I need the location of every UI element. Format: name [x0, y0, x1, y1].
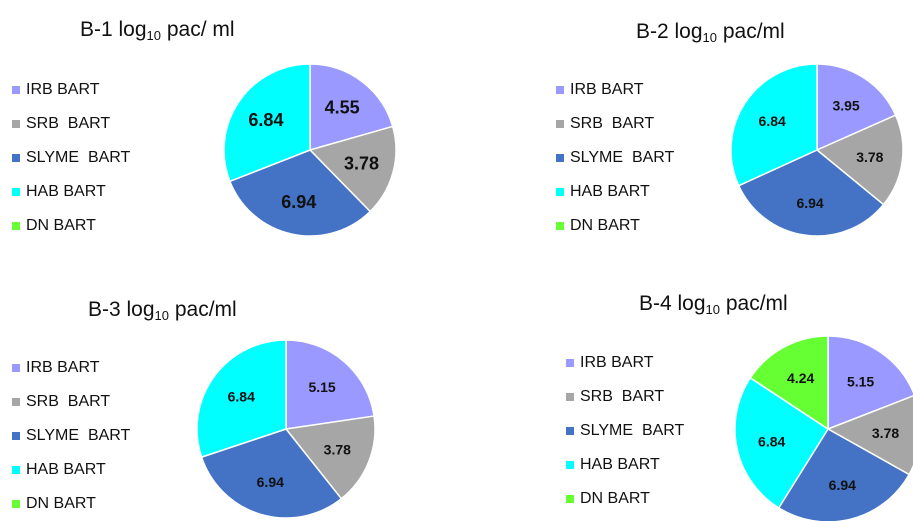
pie-slice-slyme: [737, 149, 885, 237]
legend-swatch-slyme: [566, 427, 574, 435]
legend-swatch-slyme: [12, 154, 20, 162]
legend-swatch-srb: [556, 120, 564, 128]
data-label-srb: 3.78: [344, 154, 379, 174]
pie-slice-srb: [815, 114, 904, 206]
chart-2-title: B-2 log10 pac/ml: [636, 20, 785, 45]
legend-item-slyme: SLYME BART: [556, 141, 674, 175]
legend-swatch-srb: [566, 393, 574, 401]
pie-slice-slyme: [200, 428, 343, 519]
data-label-hab: 6.84: [248, 110, 283, 130]
legend-swatch-irb: [566, 359, 574, 367]
legend-item-srb: SRB BART: [566, 380, 684, 414]
legend-swatch-hab: [566, 461, 574, 469]
legend-swatch-dn: [12, 222, 20, 230]
legend-item-dn: DN BART: [12, 209, 130, 243]
pie-slice-irb: [285, 339, 375, 430]
legend-item-dn: DN BART: [566, 482, 684, 516]
pie-slice-slyme: [228, 149, 372, 237]
pie-slice-hab: [223, 63, 311, 183]
pie-slice-hab: [734, 376, 830, 509]
legend-swatch-srb: [12, 120, 20, 128]
legend-swatch-dn: [566, 495, 574, 503]
data-label-slyme: 6.94: [796, 195, 823, 211]
chart-3-legend: IRB BART SRB BART SLYME BART HAB BART DN…: [12, 351, 130, 521]
legend-item-srb: SRB BART: [556, 107, 674, 141]
pie-slice-srb: [826, 395, 913, 476]
data-label-hab: 6.84: [228, 389, 255, 405]
data-label-srb: 3.78: [856, 149, 883, 165]
pie-slice-irb: [309, 63, 394, 151]
pie-slice-srb: [308, 125, 397, 213]
chart-4-title: B-4 log10 pac/ml: [639, 292, 788, 317]
data-label-dn: 4.24: [787, 370, 814, 386]
chart-2-legend: IRB BART SRB BART SLYME BART HAB BART DN…: [556, 73, 674, 243]
legend-swatch-irb: [12, 364, 20, 372]
data-label-srb: 3.78: [324, 441, 351, 457]
data-label-srb: 3.78: [872, 425, 899, 441]
chart-3-title: B-3 log10 pac/ml: [88, 298, 237, 323]
legend-swatch-srb: [12, 398, 20, 406]
pie-slice-dn: [749, 335, 829, 431]
legend-item-slyme: SLYME BART: [12, 141, 130, 175]
legend-swatch-dn: [556, 222, 564, 230]
data-label-irb: 4.55: [325, 97, 360, 117]
legend-swatch-slyme: [12, 432, 20, 440]
data-label-slyme: 6.94: [829, 477, 856, 493]
legend-swatch-slyme: [556, 154, 564, 162]
legend-item-irb: IRB BART: [566, 346, 684, 380]
legend-item-hab: HAB BART: [556, 175, 674, 209]
legend-swatch-dn: [12, 500, 20, 508]
data-label-hab: 6.84: [758, 433, 785, 449]
data-label-slyme: 6.94: [281, 192, 316, 212]
data-label-hab: 6.84: [759, 113, 786, 129]
data-label-slyme: 6.94: [257, 474, 284, 490]
legend-item-hab: HAB BART: [12, 175, 130, 209]
legend-swatch-irb: [12, 86, 20, 94]
legend-item-dn: DN BART: [12, 487, 130, 521]
legend-item-irb: IRB BART: [12, 73, 130, 107]
pie-slice-srb: [284, 415, 376, 500]
legend-item-hab: HAB BART: [566, 448, 684, 482]
chart-1-legend: IRB BART SRB BART SLYME BART HAB BART DN…: [12, 73, 130, 243]
data-label-irb: 5.15: [847, 373, 874, 389]
legend-swatch-hab: [556, 188, 564, 196]
pie-slice-irb: [827, 335, 913, 431]
pie-slice-hab: [196, 339, 287, 459]
legend-item-irb: IRB BART: [12, 351, 130, 385]
data-label-irb: 3.95: [832, 97, 859, 113]
legend-item-srb: SRB BART: [12, 385, 130, 419]
legend-item-slyme: SLYME BART: [566, 414, 684, 448]
legend-item-dn: DN BART: [556, 209, 674, 243]
legend-item-irb: IRB BART: [556, 73, 674, 107]
legend-item-slyme: SLYME BART: [12, 419, 130, 453]
pie-slice-hab: [730, 63, 818, 187]
pie-slice-irb: [816, 63, 897, 152]
chart-4-legend: IRB BART SRB BART SLYME BART HAB BART DN…: [566, 346, 684, 516]
legend-swatch-hab: [12, 188, 20, 196]
legend-swatch-hab: [12, 466, 20, 474]
legend-swatch-irb: [556, 86, 564, 94]
data-label-irb: 5.15: [308, 379, 335, 395]
legend-item-srb: SRB BART: [12, 107, 130, 141]
chart-1-title: B-1 log10 pac/ ml: [80, 18, 235, 43]
legend-item-hab: HAB BART: [12, 453, 130, 487]
